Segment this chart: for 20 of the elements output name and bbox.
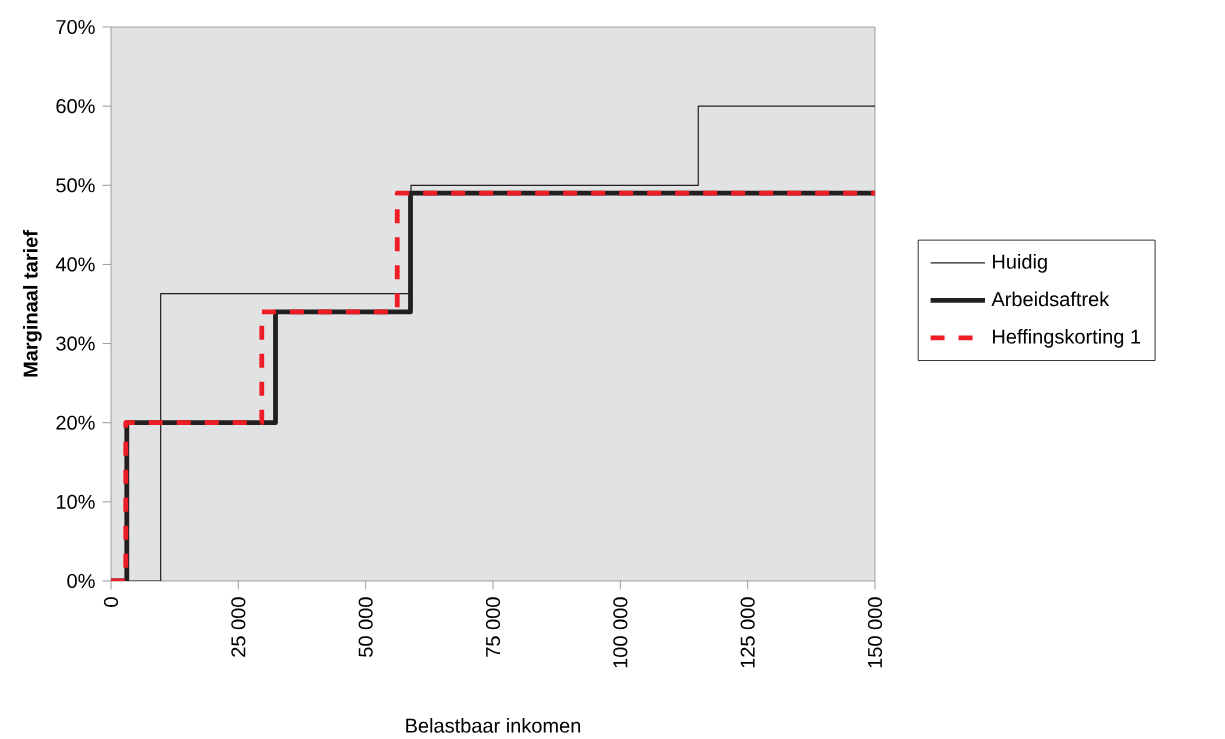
x-tick-label: 75 000 [485,597,501,657]
legend-label: Heffingskorting 1 [993,328,1141,348]
y-tick-label: 30% [56,336,95,351]
legend-label: Huidig [993,253,1047,273]
x-tick-label: 100 000 [613,597,628,668]
y-tick-label: 0% [67,573,95,588]
x-tick-label: 150 000 [867,597,883,668]
x-axis-title: Belastbaar inkomen [406,717,581,733]
x-tick-label: 0 [103,597,119,607]
x-tick-label: 25 000 [231,597,246,657]
y-tick-label: 40% [55,257,95,272]
y-tick-label: 70% [56,19,95,34]
legend-label: Arbeidsaftrek [991,291,1110,307]
y-tick-label: 10% [56,494,95,509]
y-tick-label: 50% [56,178,95,193]
y-axis-title: Marginaal tarief [22,229,42,377]
x-tick-label: 125 000 [740,597,755,668]
y-tick-label: 20% [56,415,95,430]
x-tick-label: 50 000 [358,597,373,657]
y-tick-label: 60% [56,98,95,114]
